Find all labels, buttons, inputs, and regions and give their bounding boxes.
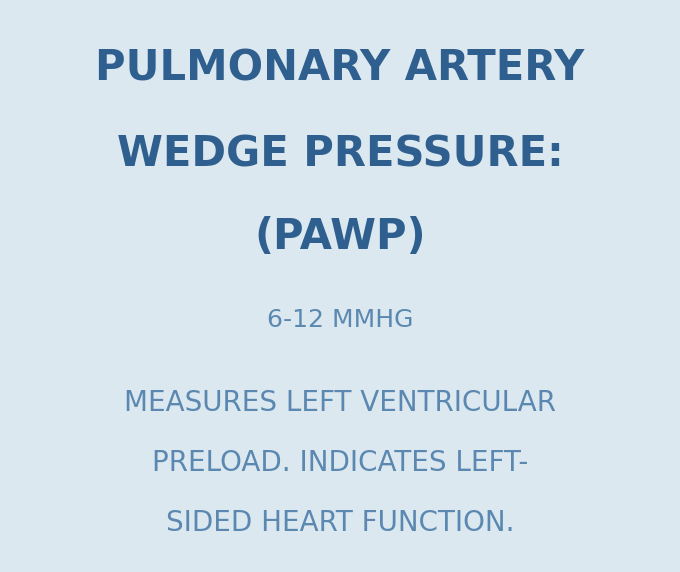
- Text: MEASURES LEFT VENTRICULAR: MEASURES LEFT VENTRICULAR: [124, 390, 556, 417]
- Text: SIDED HEART FUNCTION.: SIDED HEART FUNCTION.: [166, 510, 514, 537]
- Text: PRELOAD. INDICATES LEFT-: PRELOAD. INDICATES LEFT-: [152, 450, 528, 477]
- Text: (PAWP): (PAWP): [254, 216, 426, 259]
- Text: WEDGE PRESSURE:: WEDGE PRESSURE:: [117, 133, 563, 176]
- Text: 6-12 MMHG: 6-12 MMHG: [267, 308, 413, 332]
- Text: PULMONARY ARTERY: PULMONARY ARTERY: [95, 47, 585, 90]
